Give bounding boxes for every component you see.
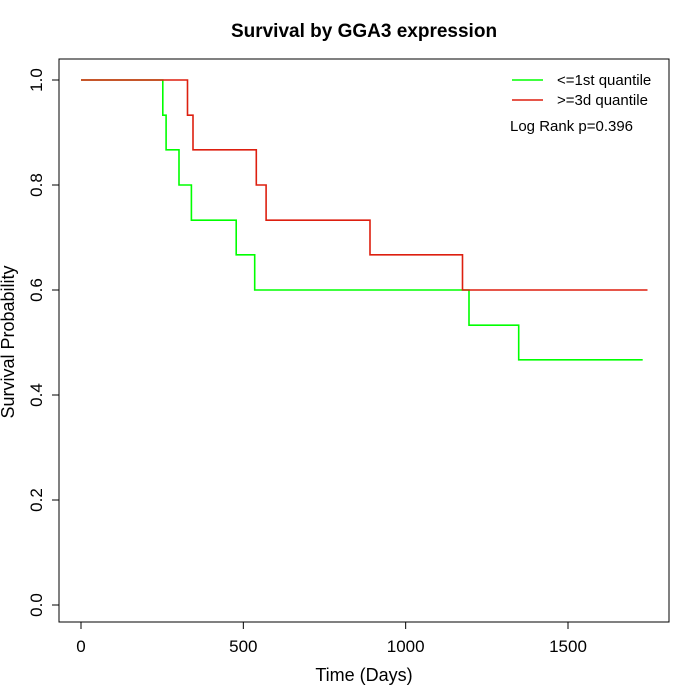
y-axis-title: Survival Probability: [0, 265, 18, 418]
x-tick-label: 0: [76, 637, 85, 656]
survival-curve-2: [81, 79, 648, 291]
y-tick-label: 0.6: [27, 278, 46, 302]
x-axis-title: Time (Days): [315, 665, 412, 685]
x-tick-label: 1000: [387, 637, 425, 656]
survival-curve-1: [81, 79, 643, 361]
log-rank-annotation: Log Rank p=0.396: [510, 118, 633, 135]
series-layer: [81, 79, 648, 361]
x-tick-label: 500: [229, 637, 257, 656]
y-tick-label: 0.8: [27, 173, 46, 197]
legend-label: <=1st quantile: [557, 72, 651, 89]
y-tick-label: 1.0: [27, 68, 46, 92]
legend-label: >=3d quantile: [557, 92, 648, 109]
y-axis: 0.0 0.2 0.4 0.6 0.8 1.0: [27, 68, 60, 617]
y-tick-label: 0.4: [27, 383, 46, 407]
chart-title: Survival by GGA3 expression: [231, 21, 497, 42]
x-axis: 0 500 1000 1500: [76, 621, 587, 656]
plot-frame: [58, 58, 670, 623]
legend: <=1st quantile >=3d quantile: [512, 72, 651, 109]
x-tick-label: 1500: [549, 637, 587, 656]
y-tick-label: 0.0: [27, 593, 46, 617]
y-tick-label: 0.2: [27, 488, 46, 512]
